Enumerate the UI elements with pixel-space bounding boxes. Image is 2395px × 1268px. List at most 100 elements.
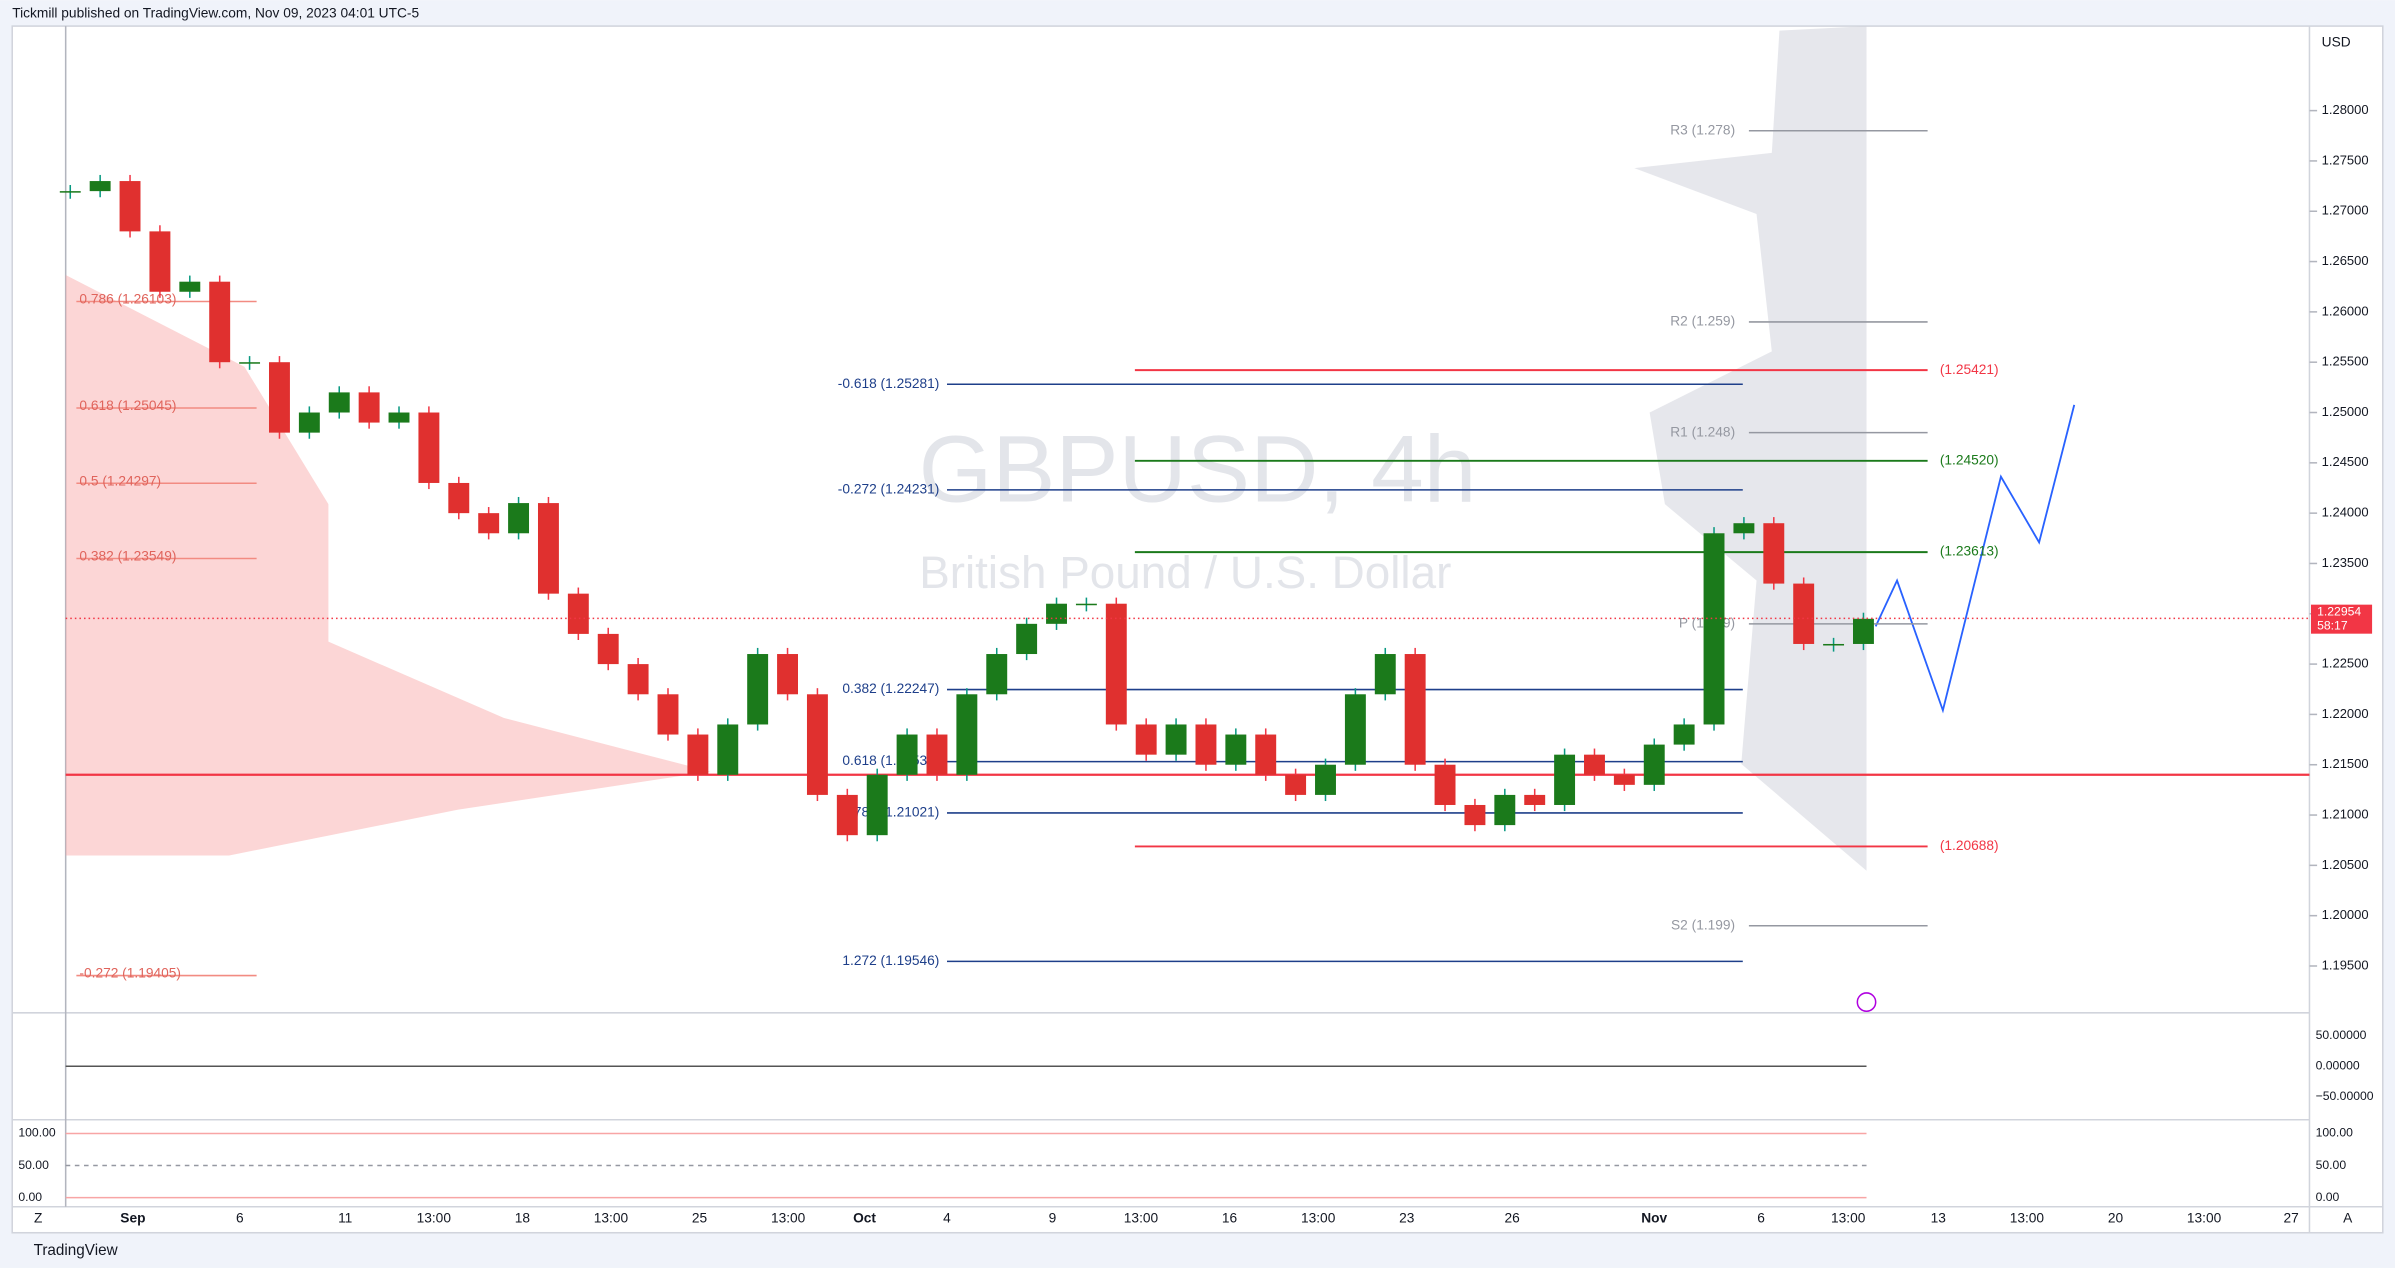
candle bbox=[1165, 724, 1187, 755]
fib-label: -0.272 (1.19405) bbox=[79, 966, 181, 981]
candle bbox=[1494, 794, 1516, 826]
candle bbox=[597, 633, 619, 665]
fib-label: -0.272 (1.24231) bbox=[838, 482, 940, 497]
x-tick-label: Sep bbox=[120, 1211, 145, 1226]
fib-label: 1.272 (1.19546) bbox=[842, 953, 939, 968]
y-tick-label: 100.00 bbox=[2316, 1126, 2354, 1140]
pivot-label: R2 (1.259) bbox=[1670, 314, 1735, 329]
candle bbox=[956, 694, 978, 775]
x-tick-label: 13:00 bbox=[417, 1211, 452, 1226]
y-tick-label: 1.21000 bbox=[2322, 806, 2369, 821]
y-tick-label: 1.26000 bbox=[2322, 303, 2369, 318]
candle bbox=[1793, 583, 1815, 644]
candle bbox=[1046, 603, 1067, 624]
x-tick-label: 25 bbox=[692, 1211, 708, 1226]
fib-label: 0.618 (1.21531) bbox=[842, 753, 939, 768]
pivot-label: R1 (1.248) bbox=[1670, 424, 1735, 439]
x-tick-label: 18 bbox=[515, 1211, 531, 1226]
fib-label: 0.382 (1.22247) bbox=[842, 681, 939, 696]
candle bbox=[239, 362, 261, 364]
candle bbox=[986, 654, 1008, 695]
fib-label: -0.618 (1.25281) bbox=[838, 376, 940, 391]
candle bbox=[866, 774, 888, 836]
fib-label: 0.382 (1.23549) bbox=[79, 549, 176, 564]
candle bbox=[836, 794, 858, 836]
x-tick-label: 26 bbox=[1505, 1211, 1521, 1226]
candle bbox=[627, 664, 649, 695]
x-tick-label: 13 bbox=[1931, 1211, 1947, 1226]
candle bbox=[1554, 754, 1576, 805]
y-tick-label: 0.00 bbox=[18, 1190, 42, 1204]
fib-label: 0.5 (1.24297) bbox=[79, 473, 161, 488]
zone-label: (1.23613) bbox=[1940, 544, 1999, 559]
candle bbox=[1195, 724, 1217, 765]
candle bbox=[1584, 754, 1605, 775]
x-tick-label: Z bbox=[34, 1211, 42, 1226]
candle bbox=[1464, 804, 1486, 826]
y-tick-label: 50.00000 bbox=[2316, 1028, 2367, 1042]
candle bbox=[896, 734, 918, 775]
x-tick-label: 13:00 bbox=[1301, 1211, 1336, 1226]
x-tick-label: 9 bbox=[1049, 1211, 1057, 1226]
fib-label: 0.786 (1.26103) bbox=[79, 292, 176, 307]
x-tick-label: 13:00 bbox=[771, 1211, 806, 1226]
candle bbox=[179, 281, 201, 292]
candle bbox=[1016, 623, 1038, 655]
y-tick-label: 50.00 bbox=[2316, 1158, 2347, 1172]
candle bbox=[1852, 618, 1874, 644]
x-tick-label: 4 bbox=[943, 1211, 951, 1226]
candle bbox=[59, 191, 81, 193]
y-tick-label: 1.22000 bbox=[2322, 706, 2369, 721]
candle bbox=[537, 503, 559, 594]
x-tick-label: Oct bbox=[853, 1211, 876, 1226]
y-tick-label: 50.00 bbox=[18, 1158, 49, 1172]
x-tick-label: 23 bbox=[1399, 1211, 1415, 1226]
candle bbox=[149, 231, 171, 292]
zone-label: (1.25421) bbox=[1940, 362, 1999, 377]
candle bbox=[1285, 774, 1307, 795]
candle bbox=[777, 654, 798, 695]
x-tick-label: 13:00 bbox=[594, 1211, 629, 1226]
x-tick-label: 11 bbox=[338, 1211, 352, 1226]
y-tick-label: 100.00 bbox=[18, 1126, 56, 1140]
candle bbox=[657, 694, 679, 735]
watermark-symbol: GBPUSD, 4h bbox=[919, 417, 1477, 523]
y-tick-label: 1.27500 bbox=[2322, 152, 2369, 167]
candle bbox=[1344, 694, 1366, 765]
candle bbox=[1673, 724, 1695, 745]
x-tick-label: 16 bbox=[1222, 1211, 1238, 1226]
y-tick-label: 1.21500 bbox=[2322, 756, 2369, 771]
x-tick-label: 13:00 bbox=[2187, 1211, 2222, 1226]
candle bbox=[1763, 523, 1785, 584]
currency: USD bbox=[2322, 35, 2351, 50]
icon bbox=[1856, 992, 1877, 1013]
chart-frame bbox=[11, 25, 2384, 1234]
y-tick-label: −50.00000 bbox=[2316, 1089, 2374, 1103]
y-tick-label: 1.22500 bbox=[2322, 656, 2369, 671]
candle bbox=[1733, 523, 1755, 534]
candle bbox=[1075, 603, 1097, 606]
candle bbox=[418, 412, 440, 483]
volume-profile-left bbox=[65, 275, 711, 856]
candle bbox=[1703, 533, 1725, 725]
current-price: 1.22954 bbox=[2317, 605, 2361, 619]
x-tick-label: 13:00 bbox=[1831, 1211, 1866, 1226]
candle bbox=[1135, 724, 1157, 755]
candle bbox=[1315, 764, 1336, 795]
pivot-label: S2 (1.199) bbox=[1671, 917, 1735, 932]
zone-label: (1.24520) bbox=[1940, 452, 1999, 467]
candle bbox=[1225, 734, 1247, 765]
y-tick-label: 0.00 bbox=[2316, 1190, 2340, 1204]
projection-path bbox=[1874, 404, 2076, 714]
footer bbox=[0, 1237, 2395, 1268]
y-tick-label: 1.23500 bbox=[2322, 555, 2369, 570]
x-tick-label: 13:00 bbox=[2010, 1211, 2045, 1226]
candle bbox=[1643, 744, 1665, 785]
y-tick-label: 1.19500 bbox=[2322, 957, 2369, 972]
x-tick-label: Nov bbox=[1641, 1211, 1667, 1226]
candle bbox=[1524, 794, 1546, 805]
current-price-tag bbox=[2310, 604, 2373, 634]
y-tick-label: 1.26500 bbox=[2322, 253, 2369, 268]
countdown: 58:17 bbox=[2317, 618, 2348, 632]
